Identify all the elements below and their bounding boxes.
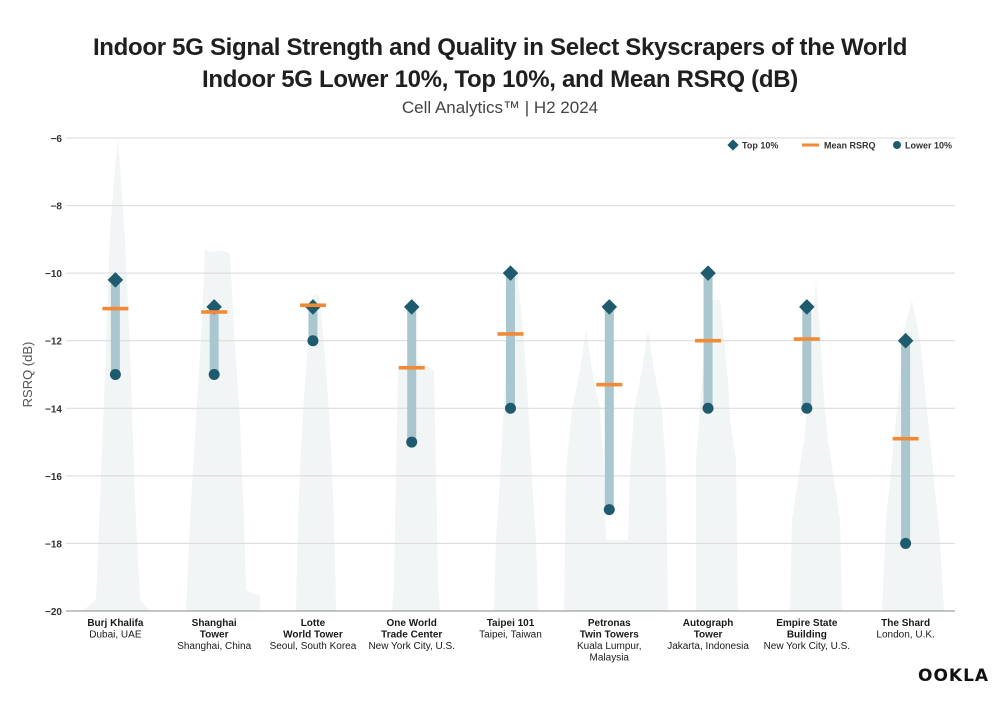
lower-10-point [900, 537, 912, 549]
x-tick-sublabel: Taipei, Taiwan [479, 630, 542, 641]
lower-10-point [603, 504, 615, 516]
taipei-101-silhouette [494, 262, 538, 611]
y-axis-label: RSRQ (dB) [20, 342, 35, 408]
x-tick-sublabel: Jakarta, Indonesia [667, 641, 749, 652]
y-tick-label: −6 [51, 134, 63, 145]
x-tick-label: Burj Khalifa [87, 618, 144, 629]
mean-rsrq-mark [793, 337, 820, 341]
legend-lower-10-symbol [893, 141, 901, 149]
ookla-logo: OOKLA [918, 666, 990, 686]
top-10-point [601, 299, 618, 315]
x-tick-label: Lotte [301, 618, 326, 629]
x-tick-label: Tower [200, 630, 229, 641]
legend-lower-10-label: Lower 10% [905, 141, 952, 151]
range-bar [209, 306, 219, 375]
range-bar [308, 306, 318, 341]
top-10-point [700, 265, 716, 281]
mean-rsrq-mark [596, 382, 623, 387]
lower-10-point [406, 436, 418, 448]
lower-10-point [801, 402, 813, 414]
one-wtc-silhouette [392, 360, 440, 611]
range-bar [604, 306, 614, 510]
x-tick-label: Taipei 101 [487, 618, 535, 629]
y-tick-label: −12 [45, 337, 62, 348]
y-tick-label: −14 [45, 404, 62, 415]
y-tick-label: −8 [51, 202, 63, 213]
x-tick-sublabel: New York City, U.S. [764, 641, 851, 652]
x-tick-label: The Shard [881, 618, 930, 629]
x-tick-label: Building [787, 630, 827, 641]
lower-10-point [208, 369, 220, 380]
mean-rsrq-mark [201, 310, 228, 314]
chart-title: Indoor 5G Signal Strength and Quality in… [92, 34, 908, 61]
x-tick-sublabel: Dubai, UAE [89, 630, 142, 641]
x-tick-label: Twin Towers [580, 630, 640, 641]
range-bar [407, 306, 417, 443]
x-tick-label: World Tower [283, 630, 343, 641]
lotte-tower-silhouette [296, 294, 336, 611]
legend: Top 10% Mean RSRQ Lower 10% [727, 139, 952, 151]
mean-rsrq-mark [102, 306, 129, 311]
x-tick-label: Tower [694, 630, 723, 641]
empire-state-silhouette [790, 280, 842, 611]
x-tick-label: Autograph [683, 618, 734, 629]
x-tick-label: Petronas [588, 618, 631, 629]
petronas-silhouette [564, 330, 668, 611]
lower-10-point [307, 335, 319, 347]
y-axis: −6 −8 −10 −12 −14 −16 −18 −20 RSRQ (dB) [20, 134, 62, 618]
x-tick-sublabel: Shanghai, China [177, 641, 251, 652]
x-tick-sublabel: London, U.K. [876, 630, 934, 641]
top-10-point [403, 299, 420, 315]
top-10-point [799, 299, 815, 315]
shard-silhouette [882, 300, 944, 611]
legend-mean-symbol [802, 143, 819, 147]
x-tick-label: Trade Center [381, 630, 442, 641]
legend-top-10-label: Top 10% [742, 141, 778, 151]
lower-10-point [702, 402, 714, 414]
x-tick-sublabel: New York City, U.S. [368, 641, 455, 652]
x-tick-sublabel: Kuala Lumpur, [577, 641, 642, 652]
range-bar [110, 279, 120, 375]
lower-10-point [109, 369, 121, 380]
range-bar [901, 340, 911, 544]
x-tick-sublabel: Malaysia [590, 653, 630, 664]
y-tick-label: −10 [45, 269, 62, 280]
range-bar [802, 306, 812, 409]
y-tick-label: −18 [45, 539, 62, 550]
mean-rsrq-mark [299, 303, 326, 308]
mean-rsrq-mark [497, 332, 524, 336]
lower-10-point [505, 402, 516, 414]
autograph-silhouette [696, 300, 738, 611]
x-tick-label: Empire State [776, 618, 838, 629]
x-tick-sublabel: Seoul, South Korea [270, 641, 357, 652]
chart-source: Cell Analytics™ | H2 2024 [401, 98, 599, 117]
mean-rsrq-mark [892, 436, 919, 441]
x-tick-label: One World [387, 618, 437, 629]
mean-rsrq-mark [695, 338, 722, 343]
y-tick-label: −20 [45, 607, 62, 618]
chart-subtitle: Indoor 5G Lower 10%, Top 10%, and Mean R… [202, 66, 798, 93]
legend-top-10-symbol [727, 139, 739, 151]
skyscraper-silhouettes [82, 138, 944, 611]
x-tick-label: Shanghai [192, 618, 237, 629]
y-tick-label: −16 [45, 472, 62, 483]
legend-mean-label: Mean RSRQ [824, 141, 876, 151]
shanghai-tower-silhouette [186, 250, 260, 611]
mean-rsrq-mark [398, 365, 425, 370]
range-bar [506, 273, 515, 409]
